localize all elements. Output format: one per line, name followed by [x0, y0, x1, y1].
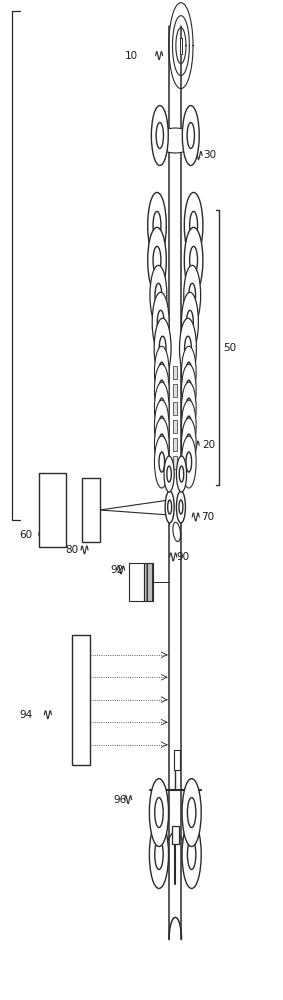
- Circle shape: [155, 283, 162, 307]
- Circle shape: [187, 123, 194, 148]
- Circle shape: [159, 336, 166, 360]
- Circle shape: [179, 318, 196, 378]
- Circle shape: [165, 491, 174, 523]
- Circle shape: [182, 779, 201, 847]
- Circle shape: [159, 416, 165, 436]
- Circle shape: [149, 779, 169, 847]
- Circle shape: [189, 283, 196, 307]
- Circle shape: [152, 292, 169, 352]
- Circle shape: [167, 466, 171, 482]
- Circle shape: [164, 456, 174, 492]
- Circle shape: [156, 123, 164, 148]
- Circle shape: [181, 364, 196, 416]
- Circle shape: [168, 500, 171, 514]
- Circle shape: [181, 382, 196, 434]
- Bar: [173, 456, 177, 469]
- Circle shape: [153, 246, 161, 274]
- Circle shape: [190, 211, 198, 239]
- Bar: [172, 826, 179, 844]
- Circle shape: [153, 211, 161, 239]
- Circle shape: [181, 418, 196, 470]
- Text: 60: 60: [19, 530, 32, 540]
- Circle shape: [159, 362, 165, 382]
- Circle shape: [155, 382, 169, 434]
- Circle shape: [151, 106, 168, 165]
- Circle shape: [159, 434, 165, 454]
- Circle shape: [179, 500, 183, 514]
- Circle shape: [181, 346, 196, 398]
- Circle shape: [149, 821, 169, 888]
- Text: 10: 10: [125, 51, 138, 61]
- Circle shape: [159, 380, 165, 400]
- Circle shape: [190, 246, 198, 274]
- Circle shape: [155, 400, 169, 452]
- Circle shape: [155, 798, 163, 828]
- Bar: [173, 402, 177, 415]
- Circle shape: [186, 434, 192, 454]
- Circle shape: [176, 491, 185, 523]
- Circle shape: [157, 310, 164, 334]
- Bar: [82, 478, 100, 542]
- Circle shape: [186, 310, 193, 334]
- Bar: [129, 563, 144, 601]
- Bar: [173, 420, 177, 433]
- Circle shape: [179, 466, 184, 482]
- Circle shape: [155, 346, 169, 398]
- Circle shape: [186, 416, 192, 436]
- Circle shape: [155, 840, 163, 869]
- Bar: [180, 38, 182, 54]
- Circle shape: [155, 364, 169, 416]
- Text: 80: 80: [65, 545, 79, 555]
- Text: 96: 96: [113, 795, 127, 805]
- Circle shape: [185, 336, 191, 360]
- Circle shape: [186, 380, 192, 400]
- Circle shape: [176, 456, 186, 492]
- Bar: [144, 563, 153, 601]
- Circle shape: [159, 452, 165, 472]
- Circle shape: [154, 318, 171, 378]
- Bar: [173, 438, 177, 451]
- Bar: [173, 384, 177, 397]
- Circle shape: [148, 192, 166, 258]
- Text: 92: 92: [110, 565, 124, 575]
- Circle shape: [182, 821, 201, 888]
- Circle shape: [187, 840, 196, 869]
- Ellipse shape: [173, 522, 181, 542]
- Circle shape: [182, 106, 199, 165]
- Bar: [39, 473, 66, 547]
- Circle shape: [184, 265, 201, 325]
- Ellipse shape: [156, 128, 195, 153]
- Circle shape: [186, 362, 192, 382]
- Circle shape: [186, 398, 192, 418]
- Text: 94: 94: [19, 710, 32, 720]
- Circle shape: [186, 452, 192, 472]
- Text: 70: 70: [201, 512, 214, 522]
- Circle shape: [181, 400, 196, 452]
- Circle shape: [184, 192, 203, 258]
- Circle shape: [159, 398, 165, 418]
- Bar: [173, 366, 177, 379]
- Circle shape: [184, 227, 203, 293]
- Circle shape: [181, 436, 196, 488]
- Circle shape: [181, 292, 198, 352]
- Circle shape: [187, 798, 196, 828]
- Circle shape: [155, 418, 169, 470]
- Circle shape: [148, 227, 166, 293]
- Text: 20: 20: [202, 440, 215, 450]
- Bar: [72, 635, 90, 765]
- Bar: [174, 750, 179, 770]
- Polygon shape: [173, 750, 179, 770]
- Circle shape: [155, 436, 169, 488]
- Text: 90: 90: [177, 552, 190, 562]
- Text: 30: 30: [203, 150, 216, 160]
- Circle shape: [150, 265, 167, 325]
- Text: 50: 50: [223, 343, 236, 353]
